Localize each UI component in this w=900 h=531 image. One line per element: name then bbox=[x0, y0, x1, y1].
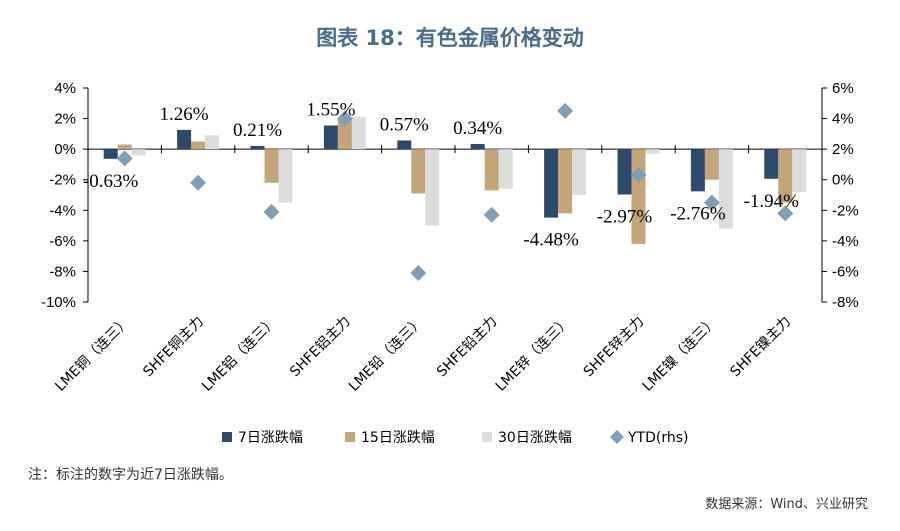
right-tick-label: 0% bbox=[832, 172, 854, 189]
data-label-7d: 1.26% bbox=[160, 104, 209, 125]
data-label-7d: 0.57% bbox=[380, 114, 429, 135]
chart-ytd-points bbox=[116, 102, 794, 281]
left-tick-label: 2% bbox=[54, 111, 76, 128]
source-note: 数据来源：Wind、兴业研究 bbox=[705, 497, 868, 512]
category-label: SHFE锌主力 bbox=[581, 314, 648, 381]
ytd-point bbox=[630, 167, 647, 184]
bar-15d bbox=[117, 144, 132, 150]
data-label-7d: 0.34% bbox=[453, 118, 502, 139]
chart-bars bbox=[103, 117, 807, 244]
legend-7d-swatch bbox=[222, 432, 232, 442]
left-tick-label: -2% bbox=[49, 172, 76, 189]
ytd-point bbox=[410, 264, 427, 281]
data-label-7d: -2.97% bbox=[597, 207, 653, 228]
chart-legend: 7日涨跌幅 15日涨跌幅 30日涨跌幅 YTD(rhs) bbox=[222, 430, 688, 446]
data-label-7d: -0.63% bbox=[83, 171, 139, 192]
bar-30d bbox=[645, 149, 660, 154]
category-label: SHFE铜主力 bbox=[140, 314, 207, 381]
bar-7d bbox=[617, 149, 632, 195]
bar-15d bbox=[264, 149, 279, 183]
ytd-point bbox=[483, 206, 500, 223]
right-tick-label: 2% bbox=[832, 141, 854, 158]
bar-15d bbox=[484, 149, 499, 191]
ytd-point bbox=[263, 203, 280, 220]
legend-ytd-label: YTD(rhs) bbox=[627, 430, 688, 446]
ytd-point bbox=[336, 110, 353, 127]
bar-7d bbox=[470, 143, 485, 150]
bar-7d bbox=[103, 149, 118, 159]
ytd-point bbox=[777, 205, 794, 222]
category-label: LME锌（连三） bbox=[493, 314, 574, 395]
legend-15d-label: 15日涨跌幅 bbox=[361, 430, 435, 446]
bar-7d bbox=[250, 145, 265, 150]
bar-7d bbox=[690, 149, 705, 192]
legend-30d-swatch bbox=[482, 432, 492, 442]
legend-ytd-swatch bbox=[610, 430, 624, 444]
bar-15d bbox=[411, 149, 426, 194]
data-label-7d: -1.94% bbox=[744, 191, 800, 212]
left-tick-label: 0% bbox=[54, 141, 76, 158]
ytd-point bbox=[703, 194, 720, 211]
bar-30d bbox=[792, 149, 807, 192]
bar-30d bbox=[718, 149, 733, 229]
footnote: 注：标注的数字为近7日涨跌幅。 bbox=[28, 467, 233, 483]
left-tick-label: 4% bbox=[54, 80, 76, 97]
left-tick-label: -10% bbox=[41, 294, 76, 311]
right-tick-label: -6% bbox=[832, 263, 859, 280]
bar-15d bbox=[191, 141, 206, 150]
data-label-7d: -2.76% bbox=[670, 203, 726, 224]
right-tick-label: -2% bbox=[832, 202, 859, 219]
bar-30d bbox=[498, 149, 513, 189]
right-tick-label: 4% bbox=[832, 111, 854, 128]
bar-7d bbox=[177, 129, 192, 150]
left-tick-label: -8% bbox=[49, 263, 76, 280]
category-label: SHFE铝主力 bbox=[287, 314, 354, 381]
ytd-point bbox=[116, 150, 133, 167]
bar-7d bbox=[764, 149, 779, 179]
bar-30d bbox=[278, 149, 293, 203]
chart-data-labels: -0.63% 1.26% 0.21% 1.55% 0.57% 0.34% -4.48% -2.… bbox=[83, 99, 799, 250]
bar-7d bbox=[323, 125, 338, 150]
category-label: LME铝（连三） bbox=[199, 314, 280, 395]
data-label-7d: -4.48% bbox=[523, 230, 579, 251]
bar-15d bbox=[704, 149, 719, 180]
bar-30d bbox=[572, 149, 587, 195]
category-label: SHFE铅主力 bbox=[434, 314, 501, 381]
right-tick-label: -8% bbox=[832, 294, 859, 311]
right-tick-label: 6% bbox=[832, 80, 854, 97]
bar-30d bbox=[205, 135, 220, 150]
bar-30d bbox=[425, 149, 440, 226]
bar-7d bbox=[397, 140, 412, 150]
data-label-7d: 1.55% bbox=[306, 99, 355, 120]
legend-15d-swatch bbox=[345, 432, 355, 442]
left-tick-label: -4% bbox=[49, 202, 76, 219]
bar-15d bbox=[631, 149, 646, 244]
category-label: LME镍（连三） bbox=[640, 314, 721, 395]
ytd-point bbox=[190, 174, 207, 191]
bar-15d bbox=[337, 118, 352, 150]
left-tick-label: -6% bbox=[49, 233, 76, 250]
bar-30d bbox=[351, 117, 366, 150]
legend-7d-label: 7日涨跌幅 bbox=[238, 430, 303, 446]
bar-15d bbox=[558, 149, 573, 214]
bar-15d bbox=[778, 149, 793, 203]
legend-30d-label: 30日涨跌幅 bbox=[498, 430, 572, 446]
bar-7d bbox=[544, 149, 559, 218]
chart-title: 图表 18：有色金属价格变动 bbox=[316, 26, 584, 50]
right-tick-label: -4% bbox=[832, 233, 859, 250]
category-label: LME铜（连三） bbox=[52, 314, 133, 395]
bar-30d bbox=[131, 149, 146, 156]
ytd-point bbox=[557, 102, 574, 119]
data-label-7d: 0.21% bbox=[233, 120, 282, 141]
category-label: SHFE镍主力 bbox=[727, 314, 794, 381]
category-label: LME铅（连三） bbox=[346, 314, 427, 395]
